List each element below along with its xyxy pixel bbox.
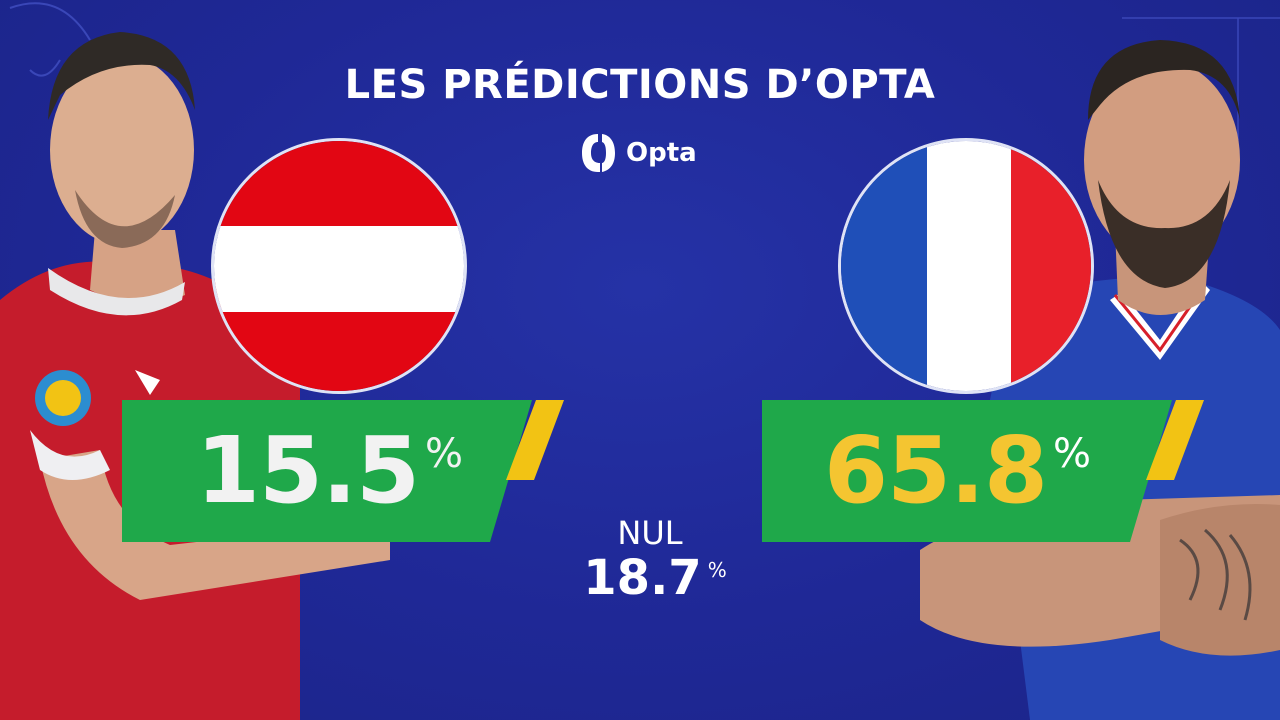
france-percent-sign: % [1053,431,1092,477]
france-flag [838,138,1094,394]
austria-flag [211,138,467,394]
opta-brand: Opta [578,130,697,176]
brand-name: Opta [626,138,697,168]
austria-win-bar: 15.5 % [122,400,564,542]
draw-percent-sign: % [707,558,727,582]
france-win-percentage: 65.8 % [824,400,1091,542]
austria-win-value: 15.5 [196,417,420,524]
france-win-value: 65.8 [824,417,1048,524]
opta-logo-icon [582,134,615,172]
draw-percentage: 18.7 % [560,552,740,604]
draw-value: 18.7 [583,550,702,606]
austria-percent-sign: % [425,431,464,477]
page-title: LES PRÉDICTIONS D’OPTA [344,62,936,108]
france-player-image [920,40,1280,720]
austria-win-percentage: 15.5 % [196,400,463,542]
france-win-bar: 65.8 % [762,400,1204,542]
draw-prediction: NUL 18.7 % [560,516,740,604]
draw-label: NUL [617,514,683,552]
